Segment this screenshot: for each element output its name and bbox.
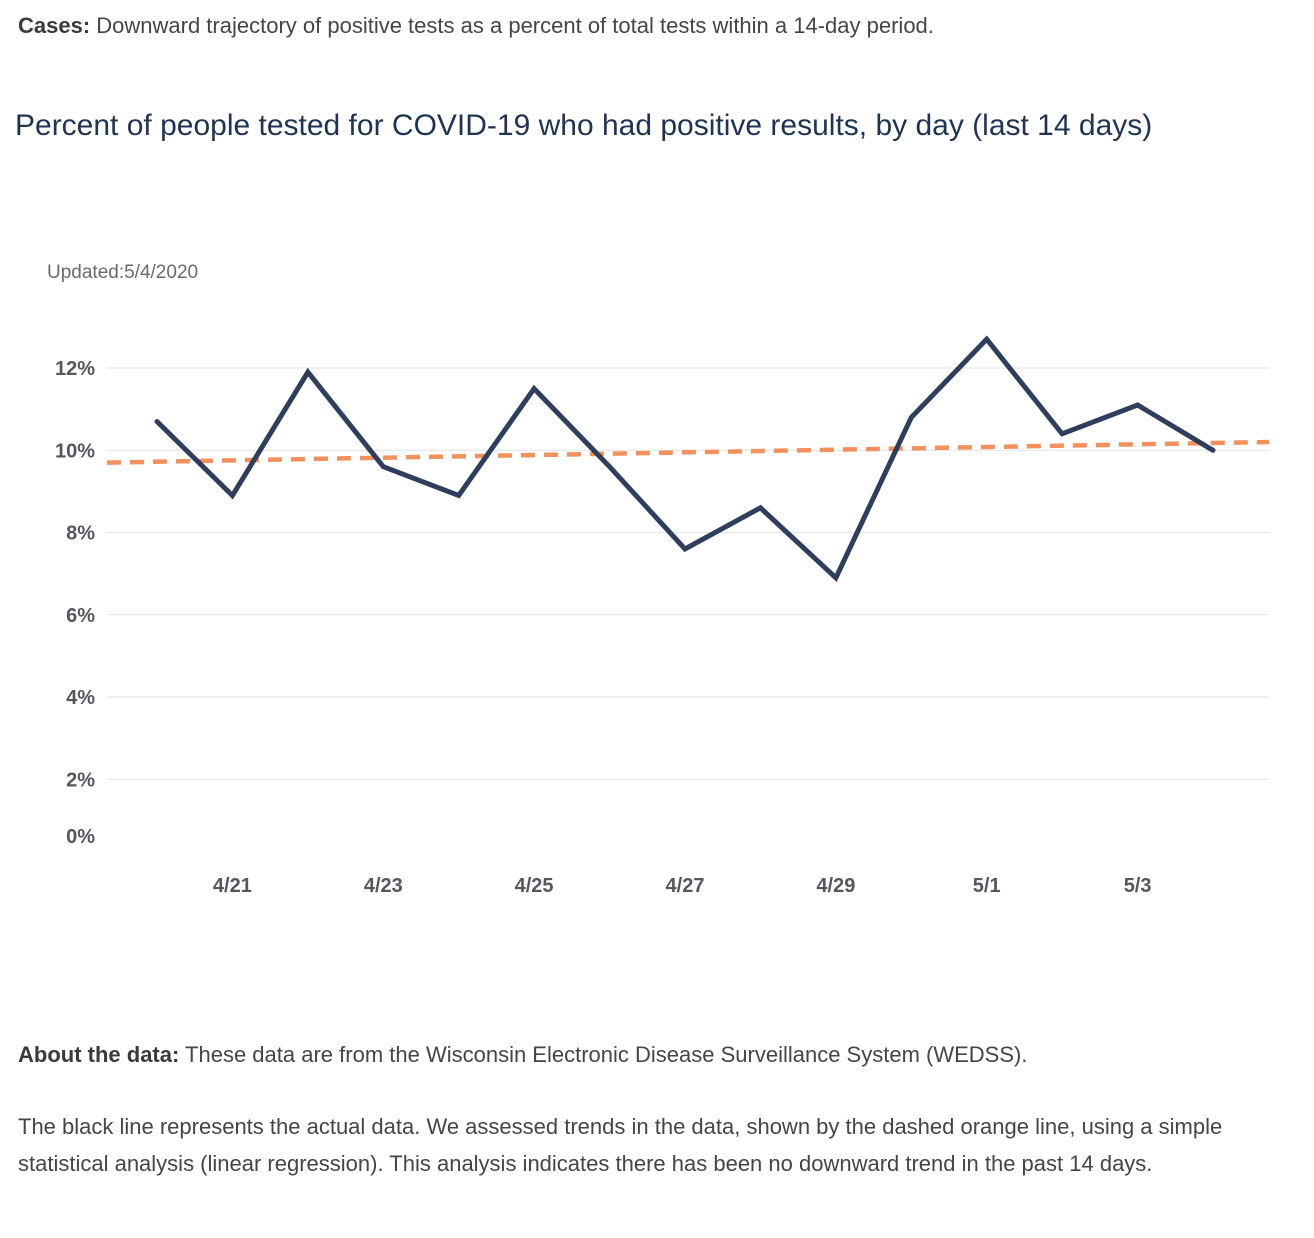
about-the-data: About the data: These data are from the … [18,1040,1298,1070]
about-label: About the data: [18,1042,180,1067]
cases-label: Cases: [18,13,91,38]
x-axis-label: 4/27 [666,875,705,897]
y-axis-label: 2% [66,769,95,791]
trend-explanation: The black line represents the actual dat… [18,1114,1223,1176]
cases-text: Downward trajectory of positive tests as… [90,13,934,38]
x-axis-label: 4/23 [364,875,403,897]
x-axis-label: 5/3 [1124,875,1152,897]
data-line [154,335,1216,582]
y-axis-label: 0% [66,826,95,848]
cases-summary: Cases: Downward trajectory of positive t… [18,11,1298,41]
updated-label: Updated:5/4/2020 [47,262,199,283]
chart-title: Percent of people tested for COVID-19 wh… [15,109,1153,142]
x-axis-label: 5/1 [973,875,1001,897]
y-axis-label: 10% [55,440,95,462]
x-axis-label: 4/21 [213,875,252,897]
trend-chart: 12% 10% 8% 6% 4% 2% 0% 4/21 4/23 4/25 4/27 4/29 5/1 5… [0,300,1314,940]
y-axis-label: 8% [66,523,95,545]
trend-line [106,439,1270,465]
x-axis-label: 4/29 [816,875,855,897]
x-axis-label: 4/25 [515,875,554,897]
chart-svg: 12% 10% 8% 6% 4% 2% 0% 4/21 4/23 4/25 4/27 4/29 5/1 5… [55,335,1270,897]
about-text: These data are from the Wisconsin Electr… [179,1042,1028,1067]
y-axis-label: 12% [55,358,95,380]
y-axis-label: 6% [66,605,95,627]
y-axis-label: 4% [66,687,95,709]
